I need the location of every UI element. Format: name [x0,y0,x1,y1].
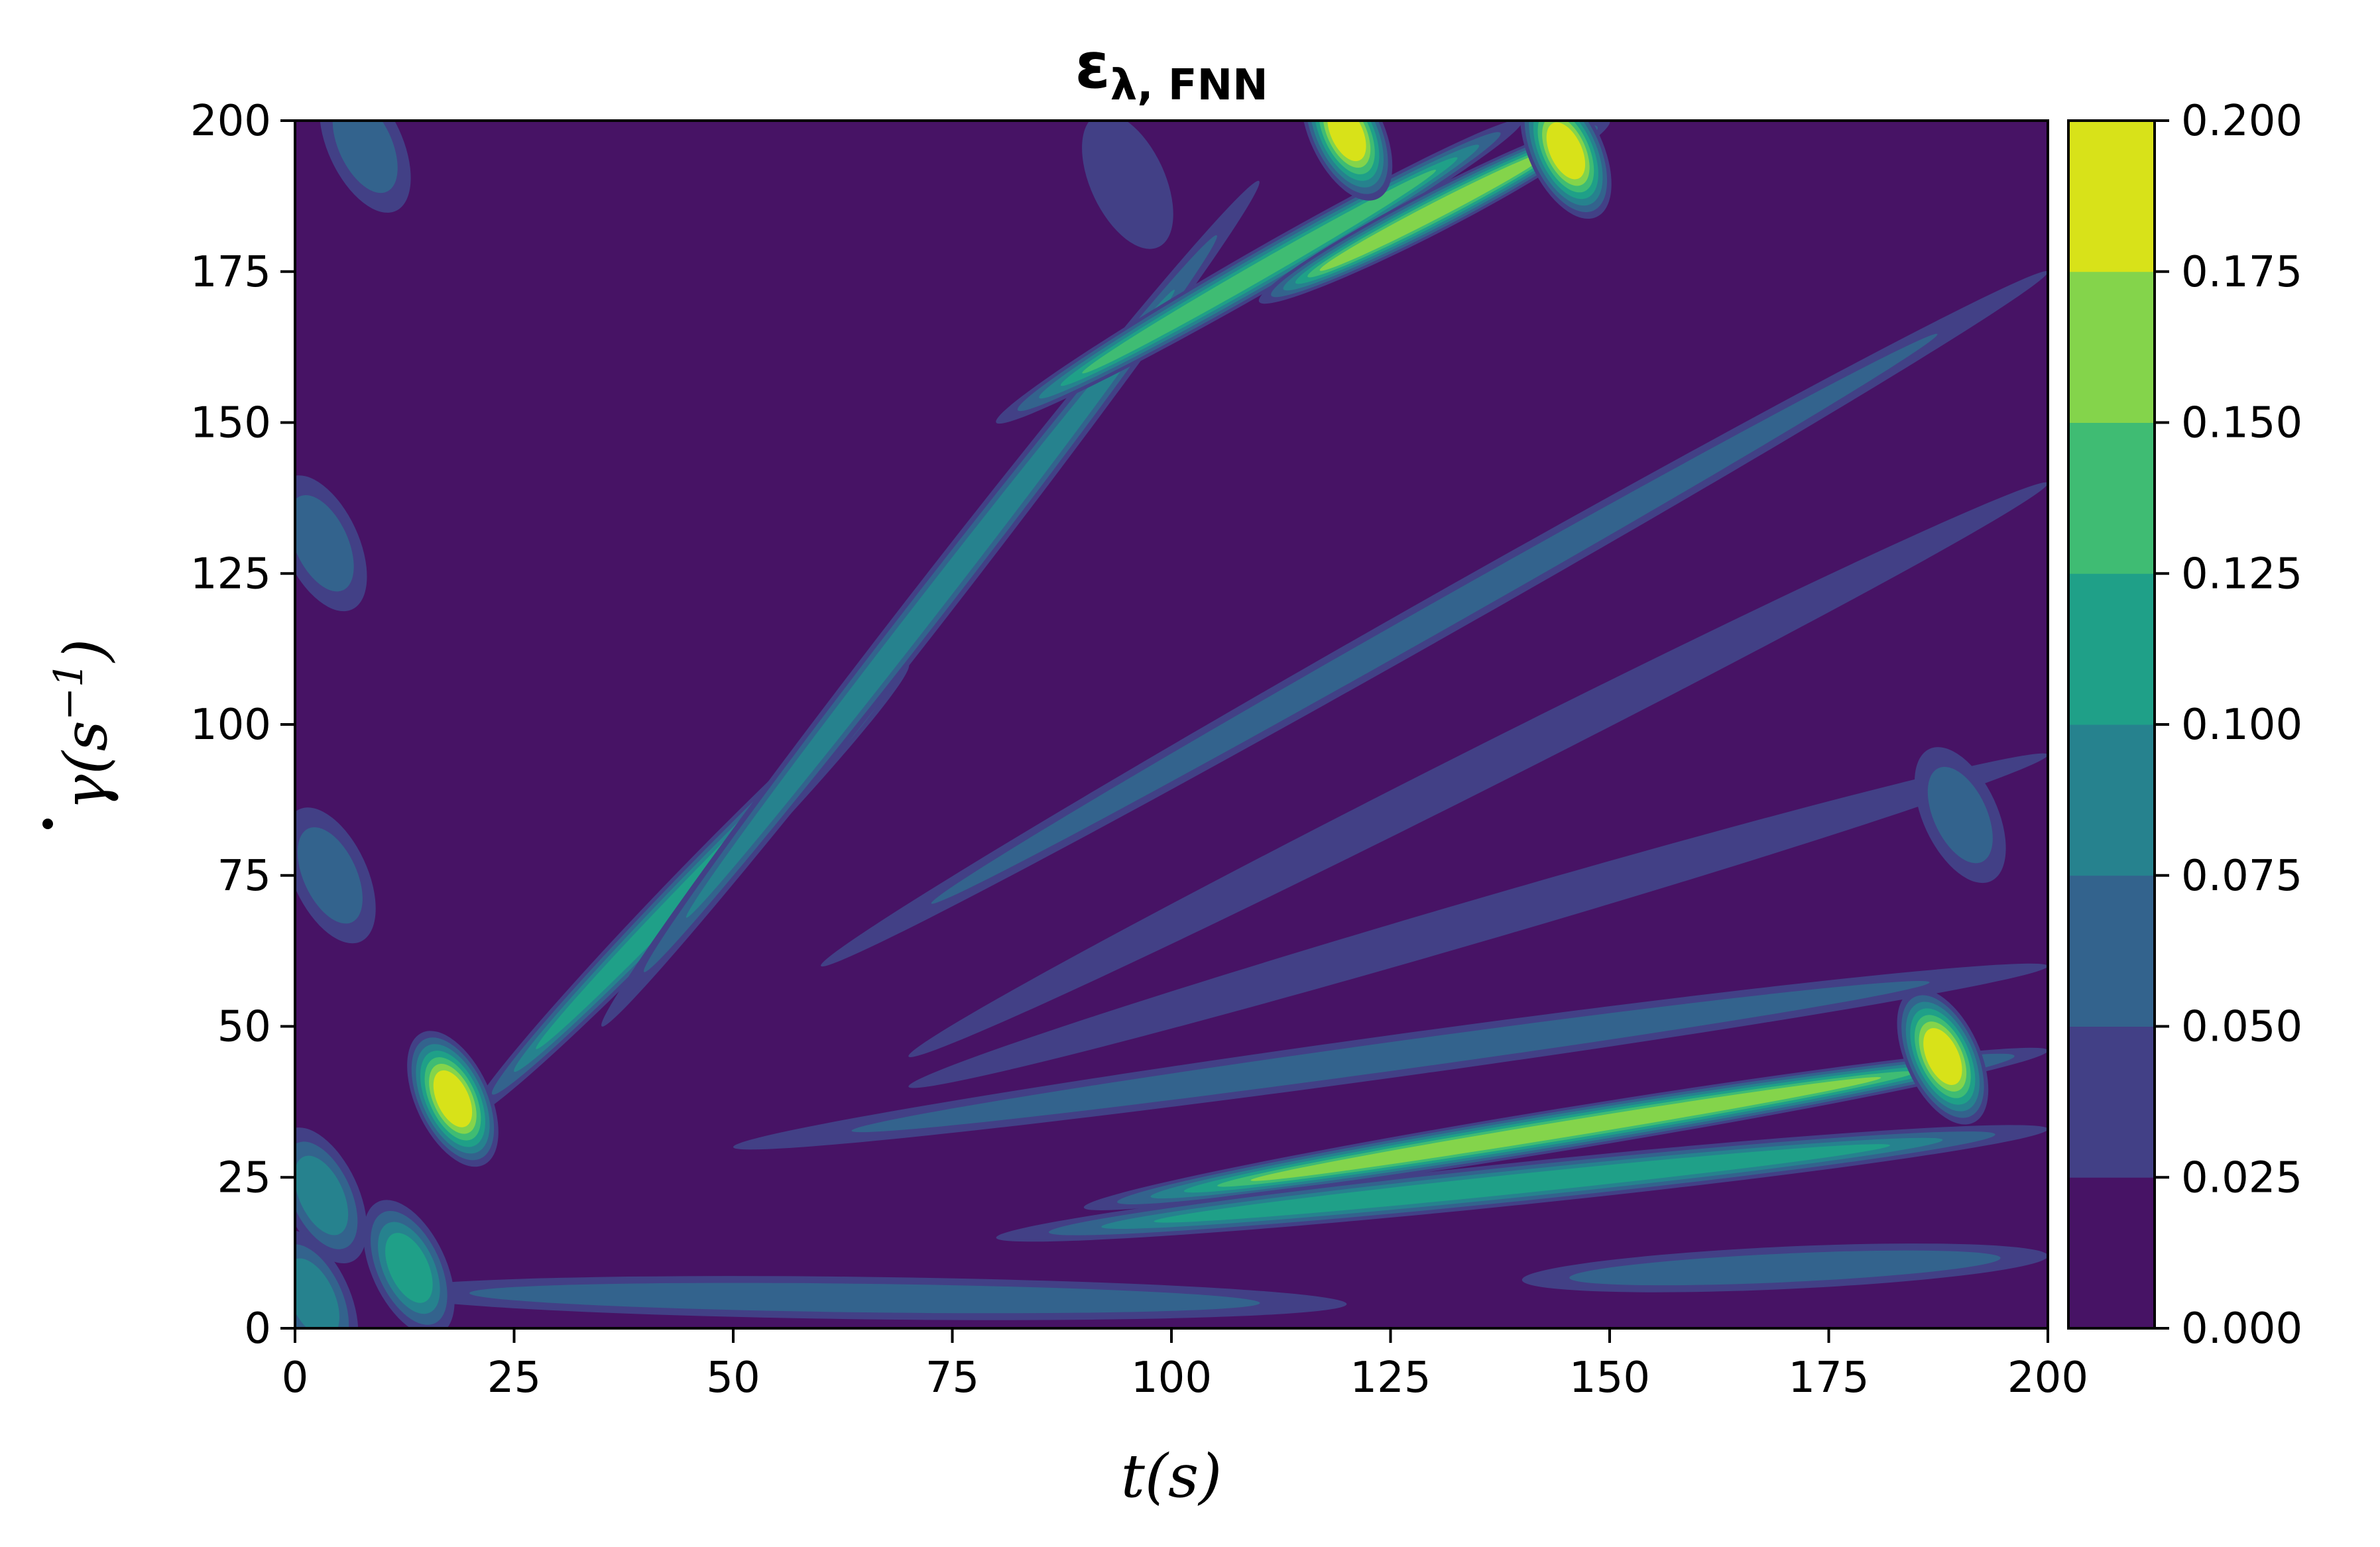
colorbar-segment [2068,1026,2155,1178]
colorbar-segment [2068,121,2155,272]
x-tick-label: 150 [1569,1353,1650,1403]
x-tick-label: 125 [1350,1353,1431,1403]
contour-blob [1520,121,1612,219]
contour-band [1546,122,1586,180]
y-axis-symbol: γ [51,774,121,810]
contour-streak [908,753,2048,1088]
x-tick-label: 25 [487,1353,541,1403]
contour-streak [733,963,2048,1150]
contour-band [295,1258,339,1328]
x-tick-label: 75 [925,1353,979,1403]
x-axis-label: t(s) [1121,1442,1222,1511]
colorbar-segment [2068,875,2155,1027]
contour-blob [295,807,376,944]
colorbar-segment [2068,573,2155,725]
contour-band [1319,151,1549,271]
contour-band [908,482,2048,1057]
y-tick-label: 125 [190,549,271,599]
colorbar-segment [2068,1177,2155,1329]
colorbar-segment [2068,271,2155,423]
contour-band [1082,121,1173,249]
contour-streak [908,482,2048,1057]
contour-blob [295,1230,359,1328]
y-tick-label: 75 [217,852,271,901]
colorbar [2067,119,2156,1330]
y-axis-close: ) [51,639,121,663]
contour-streak [1083,1047,2048,1210]
contour-blob [363,1200,455,1328]
contour-blob [295,1127,367,1264]
y-tick-label: 0 [244,1304,271,1353]
contour-band [1082,170,1437,374]
y-tick-label: 150 [190,399,271,448]
x-tick-label: 200 [2007,1353,2088,1403]
contour-blob [407,1031,499,1167]
colorbar-tick-label: 0.050 [2181,1003,2302,1052]
y-axis-label: γ(s−1) [42,639,121,829]
contour-band [1927,766,1993,864]
contour-band [685,289,1175,918]
contour-band [1154,1144,1891,1223]
x-tick-label: 0 [282,1353,309,1403]
y-axis-dot-accent [42,819,53,829]
contour-streak [383,1276,1347,1320]
colorbar-tick-label: 0.075 [2181,852,2302,901]
y-axis-label-rest: (s [51,720,121,774]
colorbar-tick-label: 0.025 [2181,1153,2302,1202]
contour-band [1250,1077,1881,1181]
contour-streak [996,1125,2048,1242]
contour-blob [1301,121,1393,201]
y-axis-ticks: 0 25 50 75 100 125 150 175 200 [190,97,295,1353]
contour-band [851,980,1930,1133]
contour-band [1923,1028,1962,1085]
y-tick-label: 25 [217,1153,271,1202]
contour-blob [1082,121,1173,249]
colorbar-ticks: 0.000 0.025 0.050 0.075 0.100 0.125 0.150 0.175… [2155,97,2302,1353]
contour-streak [821,271,2048,967]
contour-blob [295,475,367,612]
colorbar-tick-label: 0.100 [2181,701,2302,750]
contour-streak [1258,121,1610,304]
colorbar-tick-label: 0.125 [2181,549,2302,599]
contour-streak [1521,1243,2048,1292]
y-tick-label: 50 [217,1003,271,1052]
contour-band [931,333,1938,904]
x-axis-ticks: 0 25 50 75 100 125 150 175 200 [282,1328,2088,1403]
colorbar-tick-label: 0.000 [2181,1304,2302,1353]
colorbar-tick-label: 0.150 [2181,399,2302,448]
plot-area [295,121,2048,1328]
x-tick-label: 100 [1131,1353,1212,1403]
colorbar-segment [2068,422,2155,574]
chart-title: ελ, FNN [1075,29,1268,110]
colorbar-tick-label: 0.175 [2181,248,2302,297]
contour-band [433,1070,473,1127]
contour-blob [1897,988,1989,1125]
contour-band [908,753,2048,1088]
colorbar-tick-label: 0.200 [2181,97,2302,146]
x-tick-label: 50 [706,1353,760,1403]
contour-band [295,495,354,592]
contour-features [295,121,2048,1328]
contour-band [297,827,363,924]
contour-band [295,1155,349,1235]
y-tick-label: 200 [190,97,271,146]
colorbar-segment [2068,724,2155,876]
contour-blob [1914,747,2006,884]
title-subscript: λ, FNN [1110,61,1268,110]
contour-band [1327,121,1366,162]
title-symbol: ε [1075,29,1110,103]
svg-text:γ(s−1): γ(s−1) [46,639,121,811]
contour-band [385,1233,433,1303]
contour-streak [996,121,1523,424]
y-axis-exponent: −1 [46,662,92,720]
y-tick-label: 175 [190,248,271,297]
y-tick-label: 100 [190,701,271,750]
contour-streak [601,180,1260,1027]
x-tick-label: 175 [1788,1353,1869,1403]
contour-band [1569,1250,2001,1286]
contour-band [469,1283,1260,1314]
